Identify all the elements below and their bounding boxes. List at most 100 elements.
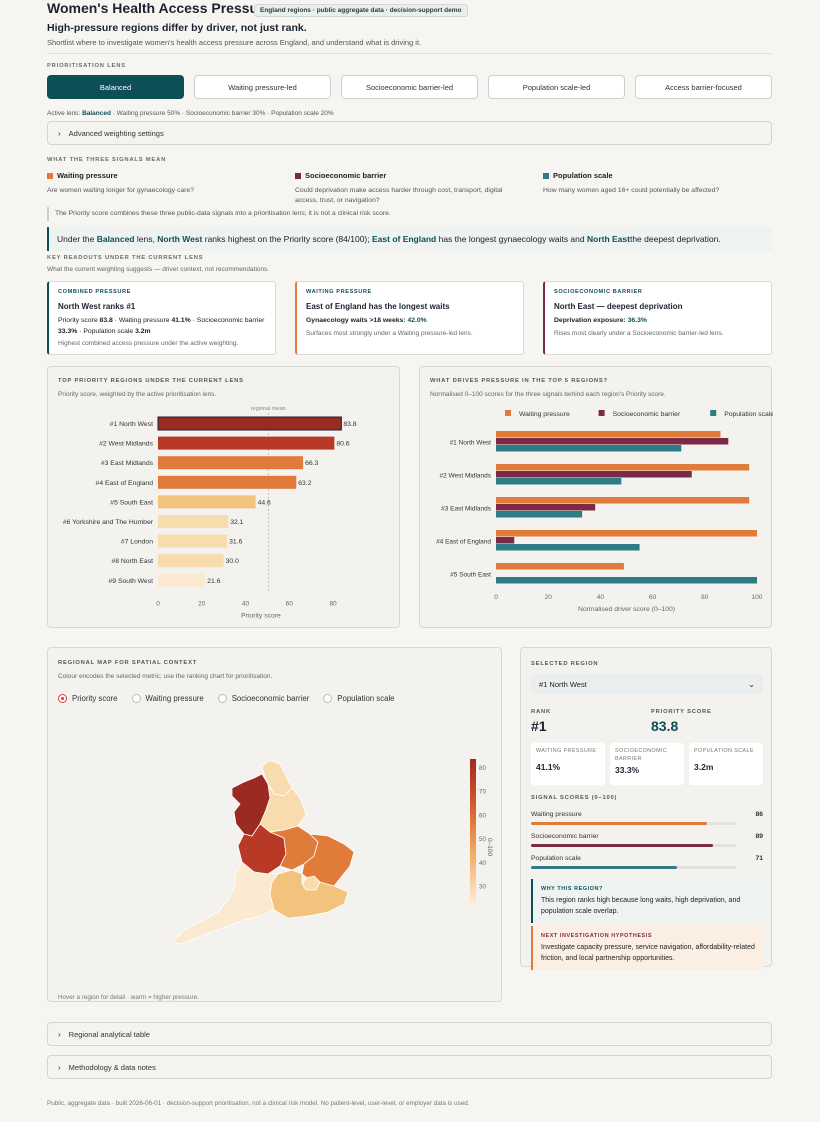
lens-access-button[interactable]: Access barrier-focused [635, 75, 772, 99]
metric-radio-population[interactable]: Population scale [323, 694, 395, 703]
bar[interactable] [496, 563, 624, 570]
why-text: This region ranks high because long wait… [541, 897, 741, 915]
bar[interactable] [496, 438, 729, 445]
metric-label: Waiting pressure [145, 694, 204, 703]
context-badge: England regions · public aggregate data … [254, 4, 468, 17]
legend-tick: 60 [479, 812, 486, 819]
category-label: #2 West Midlands [99, 441, 153, 448]
lens-waiting-button[interactable]: Waiting pressure-led [194, 75, 331, 99]
bar[interactable] [496, 504, 596, 511]
waiting-swatch [47, 172, 53, 179]
signal-question: Are women waiting longer for gynaecology… [47, 187, 194, 194]
card-eyebrow: WAITING PRESSURE [306, 289, 372, 295]
legend-label: Socioeconomic barrier [613, 411, 681, 418]
legend-ticks: 80 70 60 50 40 30 [479, 765, 486, 891]
active-lens-name: Balanced [82, 110, 111, 117]
legend-tick: 80 [479, 765, 486, 772]
regional-table-toggle[interactable]: › Regional analytical table [47, 1022, 772, 1046]
legend-label: Population scale [724, 411, 773, 418]
metric-label: Population scale [337, 694, 395, 703]
bar[interactable] [158, 573, 206, 587]
category-label: #4 East of England [436, 539, 491, 546]
callout-wait-region: East of England [372, 234, 437, 244]
metric-radio-socioeconomic[interactable]: Socioeconomic barrier [217, 694, 309, 703]
bar[interactable] [496, 544, 640, 551]
callout-text: the deepest deprivation. [629, 234, 721, 244]
bar[interactable] [158, 436, 335, 450]
readout-card-waiting: WAITING PRESSURE East of England has the… [295, 281, 524, 355]
metric-label: Priority score [72, 694, 118, 703]
mini-cards: WAITING PRESSURE 41.1% SOCIOECONOMIC BARR… [531, 743, 763, 785]
card-footnote: Highest combined access pressure under t… [58, 340, 239, 348]
bar[interactable] [158, 456, 304, 470]
bar[interactable] [496, 537, 515, 544]
card-value: 42.0% [407, 317, 427, 324]
advanced-weighting-toggle[interactable]: › Advanced weighting settings [47, 121, 772, 145]
lens-selector: Balanced Waiting pressure-led Socioecono… [47, 75, 772, 99]
radio-selected-icon [58, 694, 67, 703]
socioeconomic-swatch [295, 172, 301, 179]
signal-question: How many women aged 16+ could potentiall… [543, 187, 720, 194]
bar[interactable] [496, 471, 692, 478]
bar[interactable] [496, 497, 750, 504]
metric-radio-priority[interactable]: Priority score [58, 694, 118, 703]
category-label: #5 South East [450, 572, 491, 579]
chart-subtitle: Normalised 0–100 scores for the three si… [430, 391, 666, 398]
radio-icon [323, 694, 333, 703]
region-south-west[interactable] [171, 861, 279, 945]
lens-socioeconomic-button[interactable]: Socioeconomic barrier-led [341, 75, 478, 99]
drivers-bar-chart: Waiting pressure Socioeconomic barrier Pop… [436, 410, 773, 613]
signal-score-bar [531, 866, 677, 869]
category-label: #9 South West [109, 578, 154, 585]
bar[interactable] [496, 431, 721, 438]
rank-value: #1 [531, 718, 547, 734]
card-label: · Waiting pressure [114, 317, 170, 324]
hypothesis-label: NEXT INVESTIGATION HYPOTHESIS [541, 933, 653, 939]
bar[interactable] [158, 495, 256, 509]
england-map: 80 70 60 50 40 30 0–100 [171, 759, 493, 945]
card-value: 33.3% [58, 327, 78, 335]
bar[interactable] [496, 530, 757, 537]
score-label: PRIORITY SCORE [651, 709, 712, 715]
bar[interactable] [158, 515, 229, 528]
bar[interactable] [158, 554, 224, 568]
signal-name: Population scale [553, 171, 613, 180]
bar[interactable] [496, 577, 757, 584]
score-value: 83.8 [651, 718, 679, 734]
data-label: 31.6 [229, 539, 242, 546]
card-footnote: Surfaces most strongly under a Waiting p… [306, 329, 473, 337]
legend-tick: 50 [479, 836, 486, 843]
callout-text: ranks highest on the Priority score (84/… [202, 234, 372, 244]
card-heading: East of England has the longest waits [306, 302, 450, 311]
category-label: #6 Yorkshire and The Humber [63, 519, 154, 526]
bar[interactable] [496, 464, 750, 471]
x-axis-label: Normalised driver score (0–100) [578, 606, 675, 613]
map-panel: REGIONAL MAP FOR SPATIAL CONTEXT Colour … [47, 647, 502, 1002]
divider [47, 53, 772, 54]
x-axis-label: Priority score [241, 612, 281, 619]
selected-region-panel: SELECTED REGION #1 North West ⌄ RANK #1 … [520, 647, 772, 971]
methodology-toggle[interactable]: › Methodology & data notes [47, 1055, 772, 1079]
bar[interactable] [496, 478, 622, 485]
bar[interactable] [158, 475, 297, 489]
advanced-weighting-label: Advanced weighting settings [68, 128, 164, 138]
bar[interactable] [157, 416, 342, 431]
bar[interactable] [496, 511, 583, 518]
callout-text: Under the [57, 234, 97, 244]
card-label: · Population scale [79, 327, 134, 335]
lens-balanced-button[interactable]: Balanced [47, 75, 184, 99]
x-tick-label: 80 [329, 600, 337, 607]
data-label: 21.6 [207, 578, 220, 585]
metric-radio-waiting[interactable]: Waiting pressure [131, 694, 204, 703]
region-dropdown[interactable]: #1 North West ⌄ [531, 674, 763, 694]
card-label: Deprivation exposure: [554, 317, 626, 324]
x-tick-label: 40 [597, 594, 605, 601]
bar[interactable] [158, 534, 228, 548]
signal-name: Socioeconomic barrier [305, 171, 387, 180]
readouts-subtitle: What the current weighting suggests — dr… [47, 266, 270, 273]
selected-section-label: SELECTED REGION [531, 661, 599, 667]
chevron-right-icon: › [58, 128, 61, 138]
bar[interactable] [496, 445, 682, 452]
dropdown-value: #1 North West [539, 679, 587, 689]
lens-population-button[interactable]: Population scale-led [488, 75, 625, 99]
